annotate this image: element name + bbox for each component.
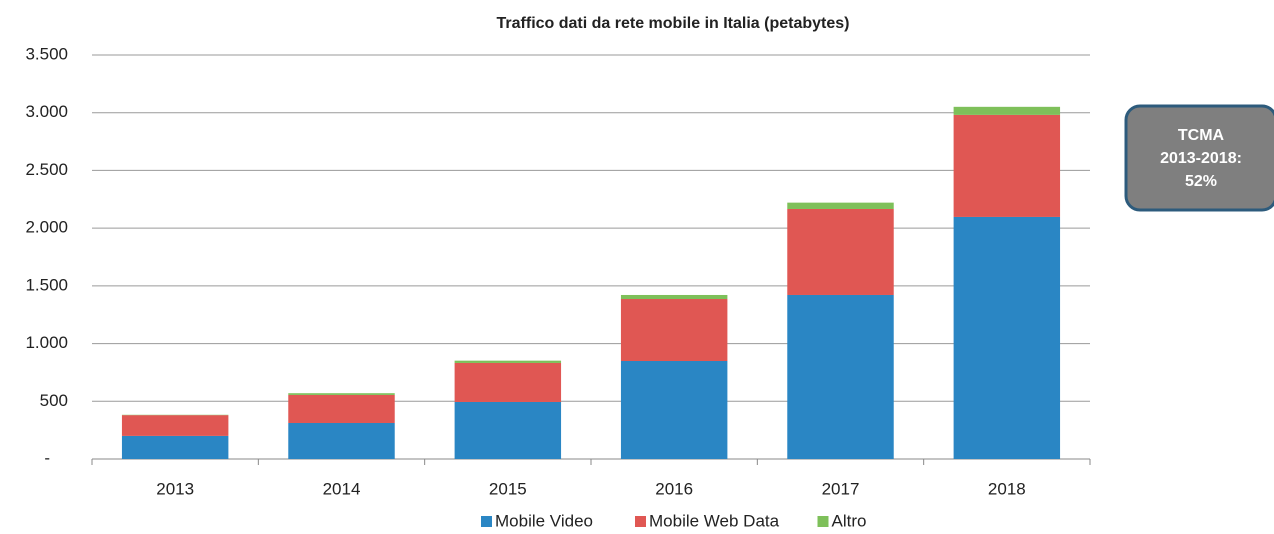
bar-segment xyxy=(454,360,562,363)
y-tick-label: 3.500 xyxy=(25,44,68,63)
y-tick-label: 3.000 xyxy=(25,102,68,121)
legend-swatch xyxy=(635,516,646,527)
bar-segment xyxy=(787,294,894,459)
bar-segment xyxy=(121,415,229,436)
legend-swatch xyxy=(817,516,829,527)
legend-label: Mobile Web Data xyxy=(649,511,780,530)
bar-segment xyxy=(288,422,395,459)
y-tick-label: - xyxy=(44,448,50,467)
x-tick-label: 2015 xyxy=(489,479,527,498)
bar-segment xyxy=(620,299,728,362)
annotation-box xyxy=(1124,104,1274,212)
x-tick-label: 2018 xyxy=(988,479,1026,498)
legend-swatch xyxy=(481,516,492,527)
bar-segment xyxy=(787,208,894,295)
y-tick-label: 500 xyxy=(40,391,68,410)
bar-segment xyxy=(454,401,562,459)
y-tick-label: 1.500 xyxy=(25,275,68,294)
x-tick-label: 2013 xyxy=(156,479,194,498)
chart-title: Traffico dati da rete mobile in Italia (… xyxy=(497,15,850,32)
bar-segment xyxy=(953,216,1061,459)
y-tick-label: 1.000 xyxy=(25,333,68,352)
x-tick-label: 2016 xyxy=(655,479,693,498)
annotation-text: 2013-2018: xyxy=(1160,150,1242,167)
bar-segment xyxy=(121,435,229,459)
y-tick-label: 2.500 xyxy=(25,160,68,179)
x-tick-label: 2014 xyxy=(323,479,361,498)
annotation-text: 52% xyxy=(1185,173,1217,190)
bar-segment xyxy=(787,202,894,209)
y-tick-label: 2.000 xyxy=(25,218,68,237)
bar-segment xyxy=(288,394,395,423)
bar-segment xyxy=(953,114,1061,217)
bar-segment xyxy=(620,294,728,300)
bar-segment xyxy=(454,362,562,402)
annotation-text: TCMA xyxy=(1178,127,1225,144)
bar-segment xyxy=(953,106,1061,115)
bar-segment xyxy=(620,361,728,459)
legend-label: Mobile Video xyxy=(495,511,593,530)
x-tick-label: 2017 xyxy=(822,479,860,498)
bar-segment xyxy=(288,393,395,395)
legend-label: Altro xyxy=(832,511,867,530)
